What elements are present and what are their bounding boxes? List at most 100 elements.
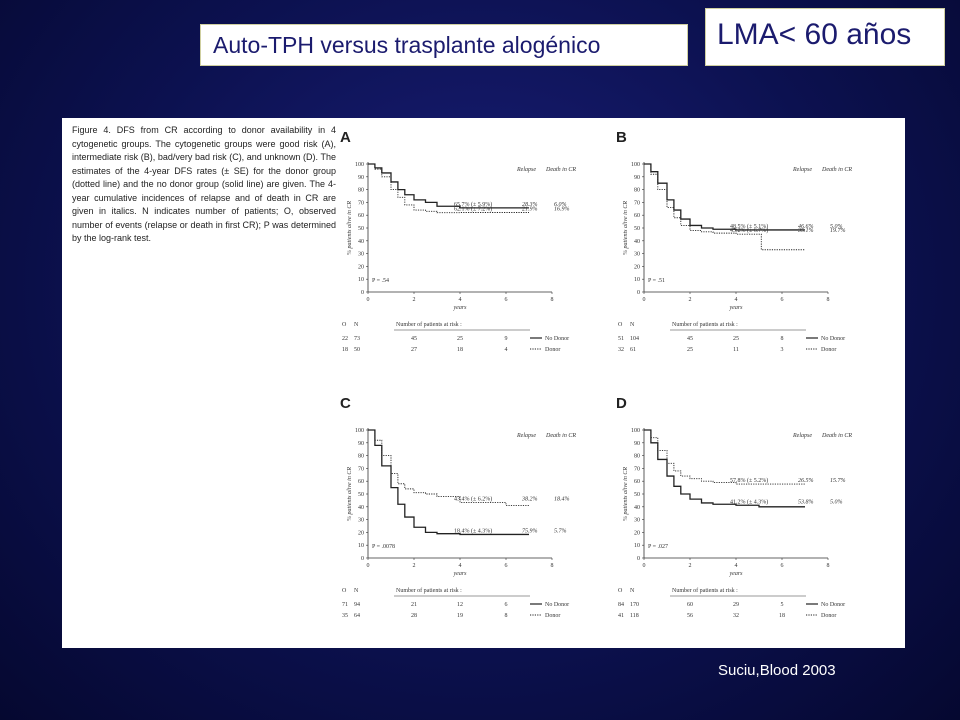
x-tick-label: 6 bbox=[505, 297, 508, 303]
risk-count: 56 bbox=[687, 613, 693, 619]
y-axis-label: % patients alive in CR bbox=[347, 201, 353, 255]
dfs-rate-label: 43.4% (± 6.2%) bbox=[454, 495, 492, 502]
y-tick-label: 70 bbox=[358, 200, 364, 206]
risk-count: 6 bbox=[505, 602, 508, 608]
risk-count: 8 bbox=[781, 336, 784, 342]
y-tick-label: 50 bbox=[358, 492, 364, 498]
relapse-value: 53.8% bbox=[798, 499, 814, 505]
risk-count: 45 bbox=[687, 336, 693, 342]
y-tick-label: 0 bbox=[637, 556, 640, 562]
risk-header-n: N bbox=[354, 322, 359, 328]
legend-label: Donor bbox=[821, 613, 836, 619]
p-value: P = .027 bbox=[648, 544, 668, 550]
x-tick-label: 0 bbox=[643, 297, 646, 303]
risk-header-text: Number of patients at risk : bbox=[672, 587, 738, 594]
dfs-rate-label: 57.8% (± 5.2%) bbox=[730, 477, 768, 484]
risk-n: 73 bbox=[354, 336, 360, 342]
risk-count: 60 bbox=[687, 602, 693, 608]
risk-count: 3 bbox=[781, 347, 784, 353]
x-tick-label: 4 bbox=[735, 563, 738, 569]
y-tick-label: 90 bbox=[358, 175, 364, 181]
risk-observed: 41 bbox=[618, 613, 624, 619]
relapse-header: Relapse bbox=[516, 433, 536, 439]
death-header: Death in CR bbox=[545, 167, 576, 173]
y-tick-label: 80 bbox=[358, 454, 364, 460]
y-tick-label: 20 bbox=[358, 530, 364, 536]
y-tick-label: 0 bbox=[361, 556, 364, 562]
relapse-value: 21.9% bbox=[522, 207, 538, 213]
km-panel-b: B 0 10 20 30 40 50 60 70 80 90 100 0 2 4 6 8 years % patie… bbox=[616, 129, 852, 353]
risk-count: 12 bbox=[457, 602, 463, 608]
risk-header-text: Number of patients at risk : bbox=[396, 587, 462, 594]
death-value: 5.7% bbox=[554, 528, 567, 534]
risk-header-text: Number of patients at risk : bbox=[672, 321, 738, 328]
y-tick-label: 50 bbox=[634, 492, 640, 498]
x-tick-label: 4 bbox=[459, 297, 462, 303]
x-tick-label: 8 bbox=[827, 297, 830, 303]
y-tick-label: 20 bbox=[634, 530, 640, 536]
risk-count: 45 bbox=[411, 336, 417, 342]
y-tick-label: 90 bbox=[634, 441, 640, 447]
risk-observed: 22 bbox=[342, 336, 348, 342]
risk-n: 118 bbox=[630, 613, 639, 619]
y-tick-label: 20 bbox=[358, 264, 364, 270]
y-tick-label: 100 bbox=[631, 428, 640, 434]
y-axis-label: % patients alive in CR bbox=[623, 467, 629, 521]
risk-observed: 18 bbox=[342, 347, 348, 353]
x-axis-label: years bbox=[453, 305, 468, 311]
legend-label: Donor bbox=[821, 347, 836, 353]
y-tick-label: 80 bbox=[358, 188, 364, 194]
y-axis-label: % patients alive in CR bbox=[347, 467, 353, 521]
y-tick-label: 20 bbox=[634, 264, 640, 270]
y-tick-label: 40 bbox=[634, 239, 640, 245]
citation: Suciu,Blood 2003 bbox=[718, 662, 836, 679]
y-tick-label: 30 bbox=[358, 518, 364, 524]
risk-header-n: N bbox=[630, 588, 635, 594]
x-tick-label: 6 bbox=[505, 563, 508, 569]
x-axis-label: years bbox=[729, 305, 744, 311]
risk-count: 27 bbox=[411, 347, 417, 353]
risk-count: 11 bbox=[733, 347, 739, 353]
y-tick-label: 90 bbox=[358, 441, 364, 447]
slide-title: Auto-TPH versus trasplante alogénico bbox=[200, 24, 688, 66]
risk-header-n: N bbox=[630, 322, 635, 328]
relapse-header: Relapse bbox=[792, 433, 812, 439]
y-tick-label: 70 bbox=[634, 200, 640, 206]
y-tick-label: 60 bbox=[358, 479, 364, 485]
risk-header-n: N bbox=[354, 588, 359, 594]
x-tick-label: 0 bbox=[367, 297, 370, 303]
risk-observed: 51 bbox=[618, 336, 624, 342]
panel-letter: B bbox=[616, 129, 627, 146]
risk-header-o: O bbox=[618, 322, 623, 328]
dfs-rate-label: 18.4% (± 4.3%) bbox=[454, 527, 492, 534]
risk-observed: 71 bbox=[342, 602, 348, 608]
slide-subtitle-box: LMA< 60 años bbox=[705, 8, 945, 66]
legend-label: No Donor bbox=[821, 602, 845, 608]
y-tick-label: 60 bbox=[358, 213, 364, 219]
y-tick-label: 0 bbox=[637, 290, 640, 296]
x-tick-label: 2 bbox=[413, 297, 416, 303]
dfs-rate-label: 62.1% (± 7.2%) bbox=[454, 206, 492, 213]
legend-label: No Donor bbox=[545, 602, 569, 608]
y-tick-label: 10 bbox=[358, 277, 364, 283]
series-no-donor-line bbox=[644, 429, 805, 508]
y-tick-label: 10 bbox=[634, 277, 640, 283]
y-tick-label: 60 bbox=[634, 213, 640, 219]
risk-count: 32 bbox=[733, 613, 739, 619]
figure-caption: Figure 4. DFS from CR according to donor… bbox=[72, 125, 336, 243]
risk-count: 5 bbox=[781, 602, 784, 608]
x-tick-label: 8 bbox=[827, 563, 830, 569]
risk-n: 64 bbox=[354, 613, 360, 619]
risk-header-o: O bbox=[618, 588, 623, 594]
risk-count: 25 bbox=[457, 336, 463, 342]
relapse-value: 28.3% bbox=[522, 202, 538, 208]
series-no-donor-line bbox=[644, 163, 805, 231]
x-tick-label: 4 bbox=[459, 563, 462, 569]
death-value: 19.7% bbox=[830, 228, 846, 234]
figure-panel: Figure 4. DFS from CR according to donor… bbox=[62, 118, 905, 648]
y-tick-label: 10 bbox=[358, 543, 364, 549]
death-value: 5.0% bbox=[830, 224, 843, 230]
dfs-rate-label: 45.2% (± 6.7%) bbox=[730, 227, 768, 234]
x-tick-label: 0 bbox=[643, 563, 646, 569]
risk-count: 25 bbox=[733, 336, 739, 342]
